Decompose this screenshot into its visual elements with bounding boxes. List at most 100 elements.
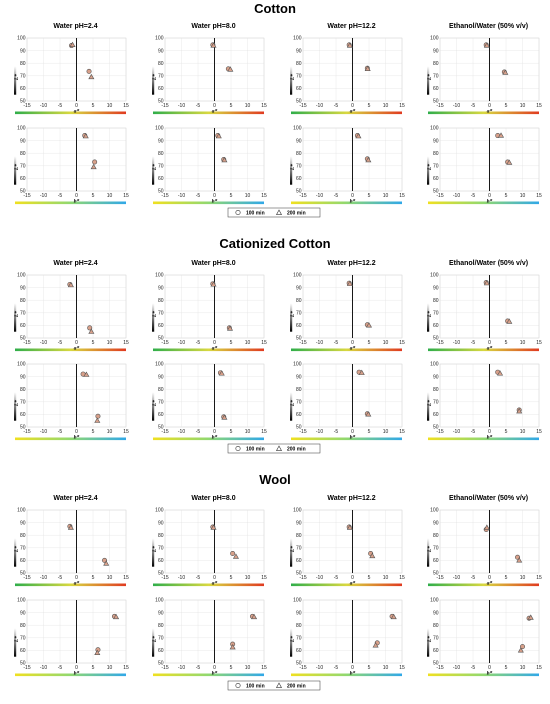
y-tick-label: 80	[433, 387, 439, 393]
y-tick-label: 100	[155, 362, 164, 368]
color-gradient-bar	[15, 437, 126, 441]
y-tick-label: 50	[296, 99, 302, 105]
y-tick-label: 60	[158, 86, 164, 92]
color-gradient-bar	[15, 111, 126, 115]
x-tick-label: -10	[40, 340, 47, 346]
scatter-panel: -15 -10 -5 0 5 10 15 50 60 70 80 90 100 L* b*	[151, 126, 267, 205]
lightness-gradient-bar	[290, 66, 293, 95]
marker-200-min	[506, 318, 513, 324]
lightness-gradient-bar	[152, 156, 155, 185]
x-tick-label: -10	[316, 103, 323, 109]
marker-100-min	[86, 68, 92, 74]
y-tick-label: 90	[433, 610, 439, 616]
x-tick-label: -5	[334, 193, 339, 199]
x-axis-label: a*	[350, 108, 356, 115]
x-tick-label: -15	[23, 103, 30, 109]
x-tick-label: 0	[213, 103, 216, 109]
x-tick-label: -10	[453, 429, 460, 435]
marker-200-min	[251, 613, 258, 620]
x-tick-label: -10	[453, 665, 460, 671]
x-tick-label: 5	[505, 340, 508, 346]
marker-200-min	[365, 411, 372, 417]
x-tick-label: 15	[399, 429, 405, 435]
marker-200-min	[227, 66, 234, 72]
x-tick-label: 10	[383, 665, 389, 671]
marker-200-min	[113, 613, 120, 620]
y-tick-label: 100	[155, 508, 164, 514]
lightness-gradient-bar	[152, 628, 155, 657]
column-title: Ethanol/Water (50% v/v)	[449, 260, 528, 267]
y-tick-label: 50	[296, 661, 302, 667]
color-gradient-bar	[153, 583, 264, 587]
color-gradient-bar	[428, 348, 539, 352]
x-tick-label: 5	[230, 193, 233, 199]
column-title: Water pH=2.4	[53, 23, 97, 30]
x-tick-label: -5	[334, 103, 339, 109]
y-tick-label: 100	[17, 36, 26, 42]
x-tick-label: -10	[178, 340, 185, 346]
y-tick-label: 60	[20, 412, 26, 418]
y-tick-label: 100	[430, 36, 439, 42]
marker-200-min	[358, 369, 365, 375]
x-tick-label: -10	[453, 340, 460, 346]
x-axis-label: b*	[487, 198, 493, 205]
x-tick-label: -15	[23, 665, 30, 671]
y-tick-label: 70	[20, 636, 26, 642]
x-tick-label: 0	[351, 193, 354, 199]
x-tick-label: 0	[75, 103, 78, 109]
y-axis-label: L*	[289, 636, 296, 643]
x-tick-label: -10	[316, 575, 323, 581]
lightness-gradient-bar	[290, 392, 293, 421]
x-axis-label: a*	[487, 345, 493, 352]
lightness-gradient-bar	[14, 538, 17, 567]
y-tick-label: 90	[433, 520, 439, 526]
y-tick-label: 80	[158, 623, 164, 629]
marker-200-min	[232, 553, 239, 559]
scatter-panel: -15 -10 -5 0 5 10 15 50 60 70 80 90 100 L* a*	[13, 273, 129, 352]
x-tick-label: -5	[196, 103, 201, 109]
lightness-gradient-bar	[427, 628, 430, 657]
x-tick-label: -10	[40, 665, 47, 671]
y-tick-label: 80	[296, 151, 302, 157]
color-gradient-bar	[15, 673, 126, 677]
lightness-gradient-bar	[427, 303, 430, 332]
x-tick-label: -15	[299, 193, 306, 199]
marker-200-min	[226, 325, 234, 331]
y-tick-label: 70	[20, 311, 26, 317]
x-tick-label: 5	[368, 340, 371, 346]
x-tick-label: 5	[230, 665, 233, 671]
color-gradient-bar	[428, 673, 539, 677]
x-tick-label: -15	[161, 429, 168, 435]
marker-200-min	[210, 524, 217, 530]
y-tick-label: 90	[296, 610, 302, 616]
x-tick-label: -15	[436, 340, 443, 346]
marker-200-min	[502, 69, 509, 75]
y-axis-label: L*	[426, 546, 433, 553]
y-tick-label: 60	[296, 176, 302, 182]
lightness-gradient-bar	[290, 628, 293, 657]
x-tick-label: 5	[92, 575, 95, 581]
y-tick-label: 60	[296, 323, 302, 329]
color-gradient-bar	[15, 201, 126, 205]
y-tick-label: 70	[433, 74, 439, 80]
scatter-panel: -15 -10 -5 0 5 10 15 50 60 70 80 90 100 L* a*	[151, 508, 267, 587]
x-tick-label: -5	[334, 575, 339, 581]
y-tick-label: 100	[155, 126, 164, 132]
marker-100-min	[519, 644, 525, 650]
x-axis-label: b*	[350, 670, 356, 677]
y-axis-label: L*	[13, 636, 20, 643]
y-axis-label: L*	[426, 636, 433, 643]
marker-200-min	[346, 280, 353, 286]
y-tick-label: 60	[158, 176, 164, 182]
x-axis-label: a*	[487, 580, 493, 587]
lightness-gradient-bar	[14, 392, 17, 421]
x-tick-label: 5	[92, 340, 95, 346]
x-axis-label: b*	[74, 434, 80, 441]
x-tick-label: -15	[299, 665, 306, 671]
y-tick-label: 70	[158, 164, 164, 170]
x-tick-label: 15	[123, 193, 129, 199]
y-axis-label: L*	[13, 400, 20, 407]
x-tick-label: 10	[383, 575, 389, 581]
x-tick-label: -15	[436, 103, 443, 109]
x-tick-label: -5	[334, 429, 339, 435]
